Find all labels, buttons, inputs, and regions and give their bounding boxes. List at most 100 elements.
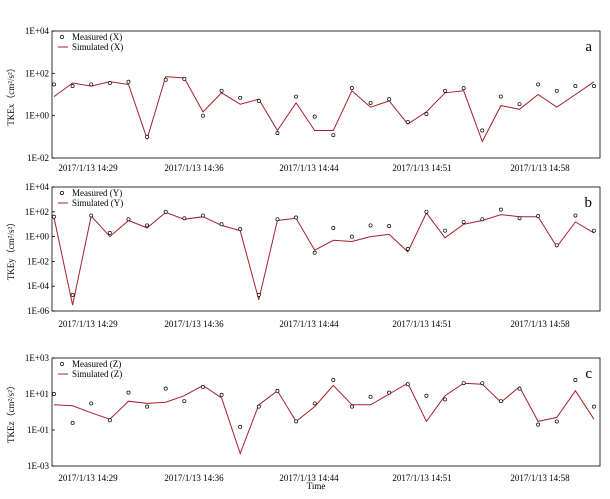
measured-point <box>163 386 168 391</box>
measured-point <box>405 120 410 124</box>
y-tick-label: 1E-01 <box>27 425 49 435</box>
x-tick-label: 2017/1/13 14:36 <box>164 319 224 329</box>
x-tick-label: 2017/1/13 14:58 <box>510 319 570 329</box>
measured-point <box>275 388 280 393</box>
legend-label-measured: Measured (X) <box>72 32 122 42</box>
measured-point <box>126 217 131 222</box>
measured-point <box>573 84 578 89</box>
measured-point <box>331 378 336 382</box>
measured-point <box>592 228 596 233</box>
measured-point <box>201 113 205 118</box>
y-tick-label: 1E-04 <box>27 281 49 291</box>
measured-point <box>480 128 485 133</box>
measured-point <box>70 84 75 89</box>
measured-point <box>498 399 503 404</box>
measured-point <box>89 82 94 87</box>
measured-point <box>424 393 429 398</box>
measured-point <box>331 133 336 138</box>
measured-point <box>498 94 503 99</box>
measured-point <box>294 215 299 220</box>
measured-point <box>126 79 131 84</box>
measured-point <box>182 216 187 221</box>
legend-marker-measured <box>60 362 64 366</box>
y-tick-label: 1E+00 <box>25 232 50 242</box>
x-tick-label: 2017/1/13 14:29 <box>58 473 118 483</box>
x-tick-label: 2017/1/13 14:58 <box>510 163 570 173</box>
measured-point <box>349 404 354 409</box>
measured-point <box>349 86 354 91</box>
simulated-series-line <box>53 76 595 143</box>
measured-point <box>536 82 541 87</box>
measured-point <box>443 88 447 93</box>
x-tick-label: 2017/1/13 14:44 <box>279 163 339 173</box>
simulated-series-line <box>53 382 595 455</box>
measured-point <box>387 97 392 102</box>
chart-panel-b: 1E-06 1E-04 1E-02 1E+00 1E+02 1E+04 2017/1/13 … <box>6 182 601 329</box>
plot-frame <box>51 30 601 159</box>
y-tick-label: 1E-02 <box>27 256 49 266</box>
measured-point <box>405 382 410 387</box>
x-tick-label: 2017/1/13 14:44 <box>279 473 339 483</box>
measured-point <box>256 292 261 297</box>
measured-point <box>145 223 150 228</box>
x-tick-label: 2017/1/13 14:51 <box>392 163 451 173</box>
x-tick-label: 2017/1/13 14:51 <box>392 473 451 483</box>
x-tick-label: 2017/1/13 14:44 <box>279 319 339 329</box>
legend-label-simulated: Simulated (Y) <box>72 198 123 208</box>
measured-point <box>89 401 94 406</box>
measured-point <box>238 424 243 429</box>
measured-point <box>182 76 187 81</box>
measured-point <box>536 422 541 427</box>
y-axis-label: TKEx（cm²/s²） <box>6 63 16 125</box>
measured-point <box>517 386 522 391</box>
measured-point <box>145 134 150 139</box>
measured-point <box>573 378 578 382</box>
measured-point <box>52 82 56 87</box>
measured-point <box>52 392 56 396</box>
measured-point <box>368 394 373 399</box>
y-tick-label: 1E+04 <box>25 182 50 192</box>
x-tick-label: 2017/1/13 14:51 <box>392 319 451 329</box>
x-tick-label: 2017/1/13 14:36 <box>164 163 224 173</box>
measured-point <box>461 220 466 224</box>
measured-point <box>163 77 168 82</box>
legend-label-simulated: Simulated (Z) <box>72 369 122 379</box>
measured-point <box>312 401 317 406</box>
measured-point <box>368 223 373 228</box>
measured-point <box>107 81 112 85</box>
measured-point <box>163 209 168 214</box>
measured-point <box>387 390 392 395</box>
x-tick-label: 2017/1/13 14:29 <box>58 163 118 173</box>
legend-marker-measured <box>60 35 64 39</box>
x-tick-label: 2017/1/13 14:58 <box>510 473 570 483</box>
measured-point <box>238 95 243 100</box>
measured-point <box>275 217 280 222</box>
chart-panel-c: 1E-03 1E-01 1E+01 1E+03 2017/1/13 14:29 2017/… <box>6 353 601 491</box>
measured-point <box>219 392 224 397</box>
plot-frame <box>51 186 601 312</box>
measured-point <box>405 247 410 251</box>
legend-label-measured: Measured (Z) <box>72 359 121 369</box>
measured-point <box>349 234 354 239</box>
panel-label: b <box>585 195 593 211</box>
y-tick-label: 1E+02 <box>25 207 49 217</box>
measured-point <box>238 227 243 232</box>
x-axis-label: Time <box>307 481 326 491</box>
y-tick-label: 1E-03 <box>27 461 49 471</box>
y-axis-label: TKEy（cm²/s²） <box>6 218 16 280</box>
x-tick-label: 2017/1/13 14:36 <box>164 473 224 483</box>
measured-point <box>256 404 261 409</box>
panel-label: a <box>585 39 592 55</box>
y-axis-label: TKEz（cm²/s²） <box>6 381 16 443</box>
plot-frame <box>51 357 601 467</box>
measured-point <box>275 131 280 136</box>
measured-point <box>573 213 578 218</box>
y-tick-label: 1E-02 <box>27 153 49 163</box>
chart-panel-a: 1E-02 1E+00 1E+02 1E+04 2017/1/13 14:29 2017/… <box>6 26 601 173</box>
measured-point <box>480 217 485 222</box>
measured-point <box>52 214 56 219</box>
measured-point <box>592 404 596 409</box>
measured-point <box>70 292 75 297</box>
measured-point <box>126 390 131 395</box>
